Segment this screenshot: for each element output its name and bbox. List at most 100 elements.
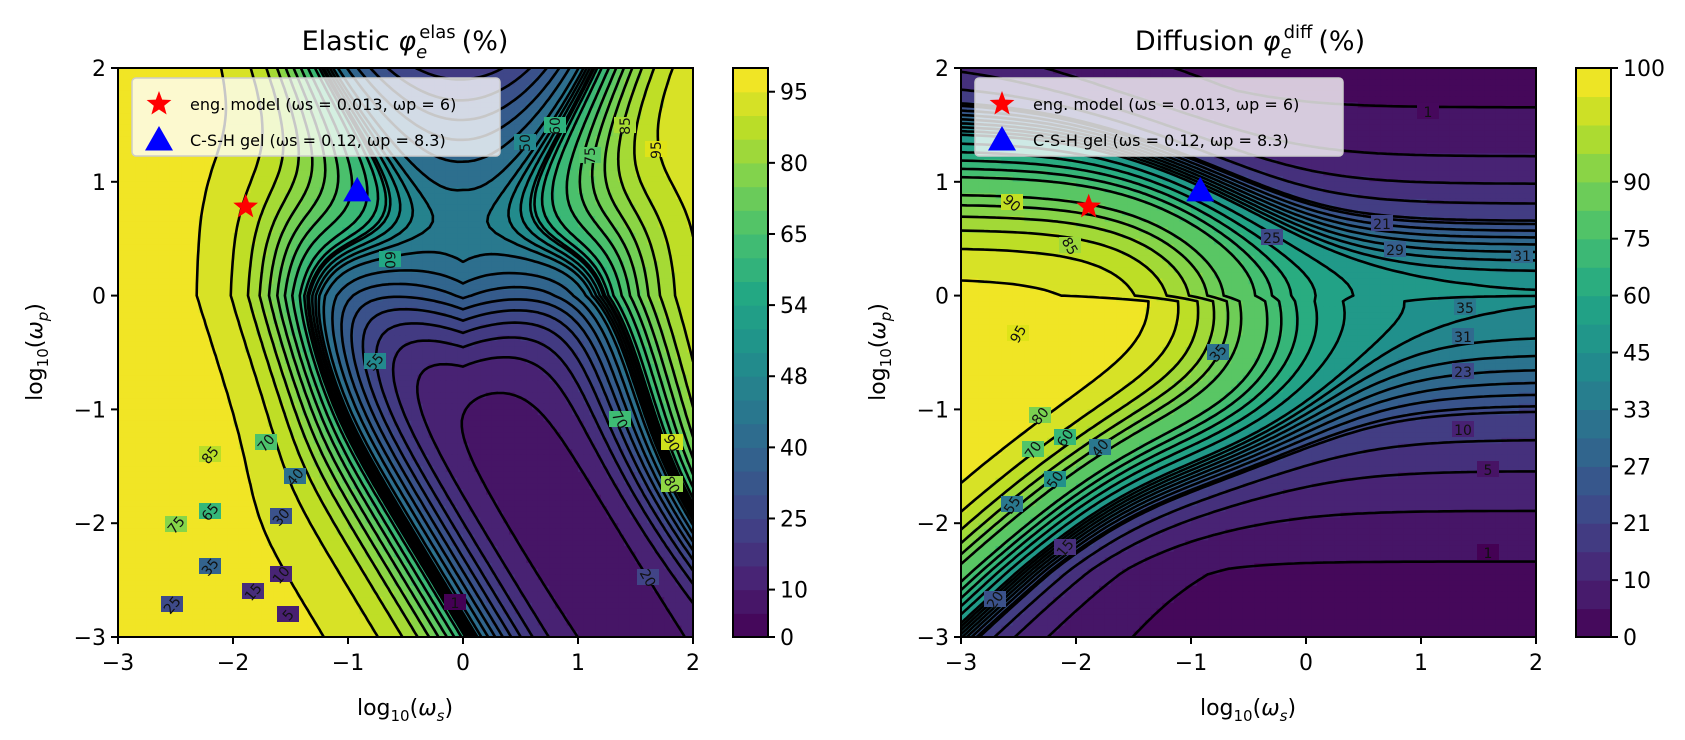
elastic-cell bbox=[428, 204, 435, 211]
elastic-cell bbox=[658, 227, 665, 234]
elastic-cell bbox=[463, 176, 470, 183]
elastic-cell bbox=[670, 79, 677, 86]
elastic-cell bbox=[687, 284, 693, 291]
elastic-cell bbox=[422, 341, 430, 348]
elastic-cell bbox=[549, 153, 556, 160]
elastic-cell bbox=[129, 244, 136, 251]
elastic-cell bbox=[618, 136, 625, 143]
elastic-cell bbox=[227, 255, 234, 263]
elastic-cell bbox=[532, 341, 539, 348]
elastic-cell bbox=[405, 238, 412, 245]
elastic-cell bbox=[543, 130, 550, 137]
elastic-cell bbox=[221, 170, 228, 177]
elastic-cell bbox=[537, 119, 545, 126]
elastic-cell bbox=[445, 170, 453, 177]
elastic-cell bbox=[330, 261, 338, 268]
elastic-cell bbox=[595, 255, 602, 263]
elastic-cell bbox=[457, 198, 464, 206]
elastic-cell bbox=[474, 164, 481, 172]
elastic-cell bbox=[595, 164, 602, 172]
elastic-cell bbox=[336, 159, 343, 166]
elastic-cell bbox=[468, 335, 476, 342]
elastic-cell bbox=[118, 341, 125, 348]
elastic-cell bbox=[388, 233, 395, 240]
elastic-cell bbox=[256, 210, 263, 217]
elastic-cell bbox=[192, 198, 200, 206]
elastic-cell bbox=[325, 261, 332, 268]
elastic-cell bbox=[647, 215, 654, 223]
elastic-cell bbox=[434, 159, 441, 166]
elastic-cell bbox=[601, 215, 608, 223]
elastic-cell bbox=[267, 250, 274, 257]
elastic-cell bbox=[606, 73, 614, 80]
elastic-cell bbox=[146, 295, 154, 302]
elastic-cell bbox=[555, 90, 562, 98]
elastic-cell bbox=[164, 238, 171, 245]
elastic-cell bbox=[612, 102, 619, 109]
elastic-cell bbox=[618, 164, 625, 172]
elastic-cell bbox=[457, 272, 464, 280]
elastic-cell bbox=[382, 324, 389, 331]
elastic-cell bbox=[118, 255, 125, 263]
elastic-cell bbox=[284, 233, 292, 240]
elastic-cell bbox=[509, 90, 516, 98]
elastic-cell bbox=[388, 193, 395, 200]
elastic-cell bbox=[641, 107, 648, 115]
elastic-cell bbox=[135, 170, 142, 177]
elastic-cell bbox=[152, 324, 159, 331]
elastic-cell bbox=[641, 102, 648, 109]
elastic-cell bbox=[595, 233, 602, 240]
elastic-cell bbox=[687, 119, 693, 126]
elastic-cell bbox=[664, 181, 671, 189]
elastic-cell bbox=[641, 141, 648, 149]
elastic-cell bbox=[233, 278, 240, 285]
elastic-cell bbox=[543, 198, 550, 206]
elastic-cell bbox=[118, 136, 125, 143]
elastic-cell bbox=[468, 238, 476, 245]
elastic-cell bbox=[658, 312, 665, 319]
elastic-cell bbox=[572, 335, 579, 342]
elastic-cell bbox=[509, 278, 516, 285]
elastic-cell bbox=[279, 176, 286, 183]
elastic-cell bbox=[376, 210, 384, 217]
elastic-cell bbox=[641, 284, 648, 291]
elastic-cell bbox=[635, 124, 642, 132]
elastic-cell bbox=[118, 141, 125, 149]
elastic-cell bbox=[123, 346, 131, 354]
elastic-cell bbox=[624, 289, 631, 297]
elastic-cell bbox=[566, 85, 573, 92]
elastic-cell bbox=[583, 90, 591, 98]
elastic-cell bbox=[445, 68, 453, 75]
elastic-cell bbox=[629, 164, 637, 172]
elastic-cell bbox=[175, 255, 182, 263]
elastic-cell bbox=[480, 233, 487, 240]
elastic-cell bbox=[555, 312, 562, 319]
elastic-cell bbox=[658, 164, 665, 172]
elastic-cell bbox=[624, 136, 631, 143]
elastic-cell bbox=[164, 295, 171, 302]
elastic-cell bbox=[313, 227, 320, 234]
elastic-cell bbox=[244, 267, 251, 274]
elastic-cell bbox=[227, 318, 234, 325]
elastic-cell bbox=[612, 187, 619, 194]
elastic-cell bbox=[451, 244, 458, 251]
elastic-cell bbox=[612, 159, 619, 166]
elastic-cell bbox=[336, 341, 343, 348]
elastic-cell bbox=[664, 289, 671, 297]
elastic-cell bbox=[399, 204, 407, 211]
elastic-cell bbox=[641, 210, 648, 217]
elastic-cell bbox=[491, 170, 499, 177]
elastic-cell bbox=[549, 284, 556, 291]
elastic-cell bbox=[526, 341, 533, 348]
elastic-cell bbox=[336, 181, 343, 189]
elastic-cell bbox=[388, 204, 395, 211]
elastic-cell bbox=[681, 136, 688, 143]
elastic-cell bbox=[503, 153, 510, 160]
elastic-cell bbox=[555, 204, 562, 211]
elastic-cell bbox=[543, 306, 550, 314]
elastic-cell bbox=[658, 238, 665, 245]
elastic-cell bbox=[192, 329, 200, 337]
elastic-cell bbox=[244, 272, 251, 280]
elastic-cell bbox=[595, 85, 602, 92]
elastic-cell bbox=[227, 204, 234, 211]
